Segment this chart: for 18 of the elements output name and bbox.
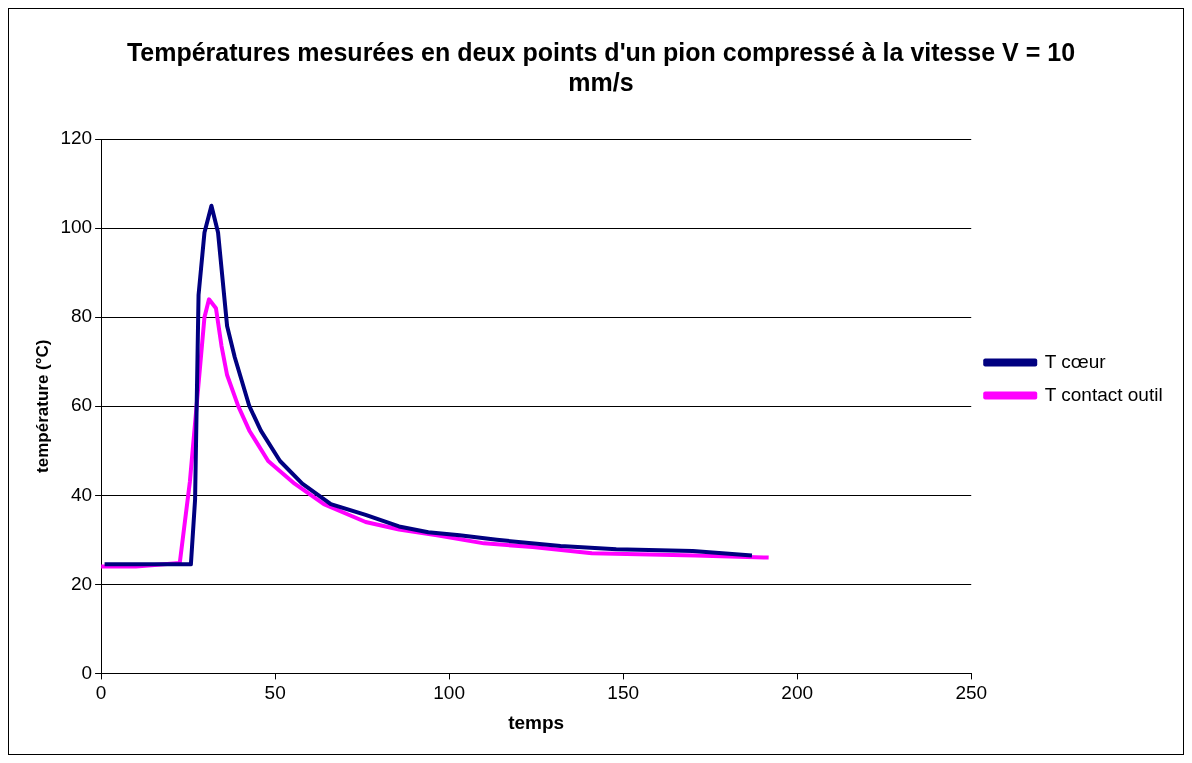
y-tick-label: 80: [70, 305, 93, 327]
legend-label: T contact outil: [1044, 383, 1163, 405]
x-tick-label: 0: [95, 682, 107, 704]
y-tick-label: 60: [70, 394, 93, 416]
x-axis-title: temps: [508, 711, 565, 733]
legend-label: T cœur: [1044, 350, 1107, 372]
x-tick-label: 200: [781, 682, 814, 704]
x-tick-label: 250: [955, 682, 988, 704]
y-tick-label: 120: [60, 127, 93, 149]
x-tick-label: 50: [264, 682, 286, 704]
y-axis-title: température (°C): [32, 339, 52, 473]
y-tick-label: 40: [70, 483, 93, 505]
chart-title: Températures mesurées en deux points d'un pion compressé à la vitesse V = 10 mm/s: [126, 37, 1076, 96]
y-tick-label: 100: [60, 216, 93, 238]
x-tick-label: 100: [433, 682, 465, 704]
y-tick-label: 0: [81, 661, 93, 683]
x-tick-label: 150: [607, 682, 640, 704]
y-tick-label: 20: [70, 572, 93, 594]
